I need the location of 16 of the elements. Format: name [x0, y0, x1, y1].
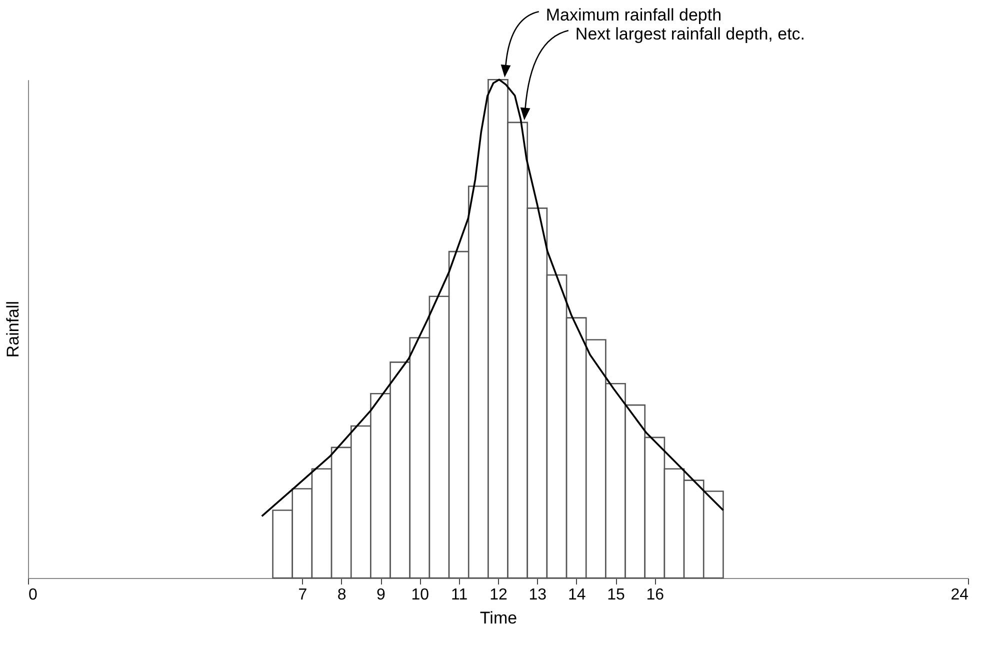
x-tick-label: 16 — [646, 586, 664, 604]
x-tick-label: 11 — [451, 586, 468, 604]
x-axis-title: Time — [480, 608, 518, 628]
x-tick-label: 13 — [528, 586, 547, 604]
x-tick-label: 8 — [337, 586, 346, 604]
x-tick-label: 7 — [298, 586, 308, 604]
text: Next largest rainfall depth, etc. — [575, 24, 806, 44]
x-tick-label: 15 — [607, 586, 625, 604]
x-tick-label: 24 — [950, 586, 969, 604]
x-tick-label: 9 — [376, 586, 386, 604]
x-tick-label: 0 — [28, 586, 38, 604]
x-tick-label: 12 — [490, 586, 508, 604]
y-axis-title: Rainfall — [4, 300, 22, 358]
text: Maximum rainfall depth — [546, 6, 722, 25]
x-tick-label: 10 — [411, 586, 430, 604]
x-tick-label: 14 — [568, 586, 586, 604]
